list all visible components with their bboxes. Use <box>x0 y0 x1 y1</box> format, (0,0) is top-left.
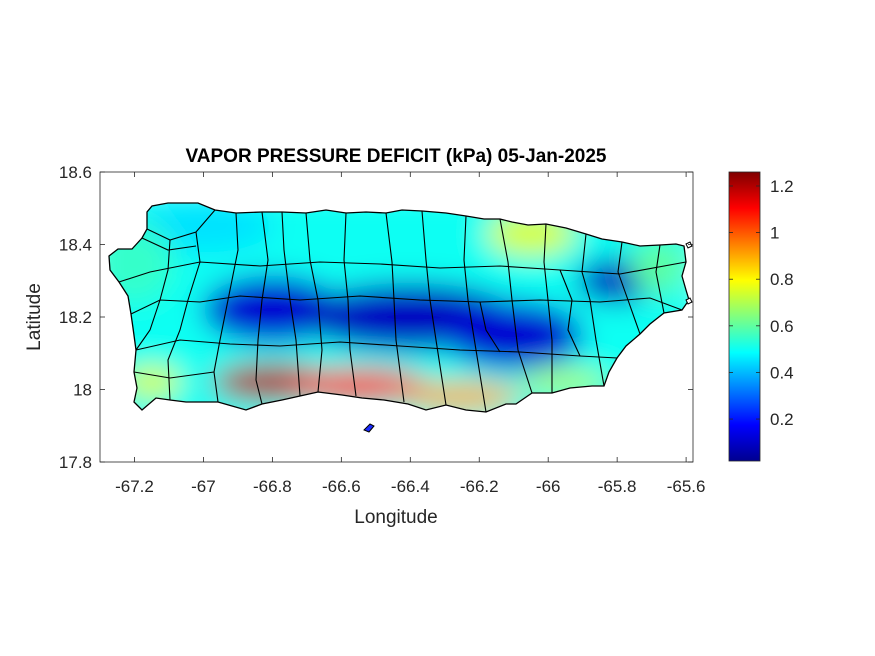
islet-caja-de-muertos <box>363 423 375 433</box>
heat-region <box>630 238 687 295</box>
y-tick-label: 18.6 <box>59 163 92 182</box>
y-tick-label: 18.2 <box>59 308 92 327</box>
x-tick-label: -67.2 <box>115 477 154 496</box>
municipality-border <box>130 295 683 315</box>
colorbar <box>728 171 761 462</box>
municipality-border <box>463 215 487 413</box>
x-tick-label: -66 <box>536 477 561 496</box>
x-tick-label: -66.8 <box>253 477 292 496</box>
municipality-borders <box>118 209 687 413</box>
y-tick-label: 17.8 <box>59 453 92 472</box>
heat-region <box>443 301 584 370</box>
islet-east-1 <box>685 241 693 249</box>
y-axis-ticks: 17.8 18 18.2 18.4 18.6 <box>59 163 693 472</box>
municipality-border <box>135 339 618 359</box>
municipality-border <box>343 212 357 397</box>
heat-field <box>109 203 689 412</box>
municipality-border <box>655 244 665 314</box>
municipality-border <box>133 371 215 379</box>
colorbar-tick-label: 0.2 <box>770 410 794 429</box>
municipality-border <box>146 209 216 241</box>
municipality-border <box>559 269 581 357</box>
x-tick-label: -67 <box>191 477 216 496</box>
municipality-border <box>281 211 301 397</box>
heat-region <box>402 382 523 411</box>
x-tick-label: -66.4 <box>391 477 430 496</box>
municipality-border <box>385 212 405 403</box>
colorbar-tick-label: 0.8 <box>770 270 794 289</box>
municipality-border <box>167 231 201 401</box>
x-axis-label: Longitude <box>354 507 437 528</box>
municipality-border <box>479 301 501 353</box>
colorbar-tick-label: 0.4 <box>770 363 794 382</box>
municipality-border <box>213 212 239 403</box>
colorbar-tick-label: 1.2 <box>770 177 794 196</box>
chart-title: VAPOR PRESSURE DEFICIT (kPa) 05-Jan-2025 <box>186 146 607 167</box>
municipality-border <box>141 237 197 251</box>
islet-east-2 <box>685 297 693 305</box>
x-tick-label: -65.6 <box>667 477 706 496</box>
x-axis-ticks: -67.2 -67 -66.8 -66.6 -66.4 -66.2 -66 -65.8 -65.… <box>115 172 705 496</box>
municipality-border <box>581 233 605 387</box>
municipality-border <box>617 241 641 335</box>
colorbar-ticks: 0.2 0.4 0.6 0.8 1 1.2 <box>729 177 794 429</box>
y-tick-label: 18 <box>73 381 92 400</box>
municipality-border <box>255 211 269 405</box>
colorbar-tick-label: 0.6 <box>770 317 794 336</box>
island-outline <box>108 202 690 413</box>
municipality-border <box>305 212 323 393</box>
x-tick-label: -65.8 <box>598 477 637 496</box>
colorbar-tick-label: 1 <box>770 224 779 243</box>
municipality-border <box>499 218 533 394</box>
y-tick-label: 18.4 <box>59 236 92 255</box>
x-tick-label: -66.2 <box>460 477 499 496</box>
y-axis-label: Latitude <box>24 283 45 351</box>
municipality-border <box>118 261 687 283</box>
x-tick-label: -66.6 <box>322 477 361 496</box>
